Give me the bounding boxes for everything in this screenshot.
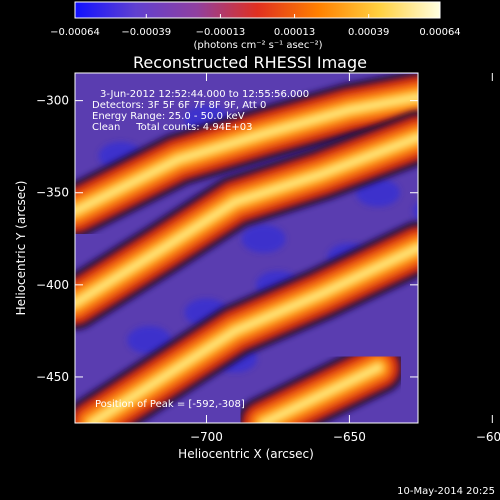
heatmap-low-region <box>241 224 286 253</box>
y-tick-label: −450 <box>36 370 69 384</box>
colorbar-tick-label: 0.00039 <box>348 27 389 38</box>
x-axis-ticks: −700 −650 −600 <box>190 73 500 444</box>
colorbar-tick-label: 0.00013 <box>274 27 315 38</box>
colorbar-unit-label: (photons cm⁻² s⁻¹ asec⁻²) <box>193 40 322 51</box>
heatmap-image <box>75 73 418 423</box>
heatmap-ridge <box>75 92 418 216</box>
colorbar: −0.00064 −0.00039 −0.00013 0.00013 0.00039 0.… <box>50 1 461 51</box>
heatmap-low-region <box>355 178 400 207</box>
colorbar-tick-label: 0.00064 <box>419 27 460 38</box>
x-tick-label: −600 <box>476 430 500 444</box>
colorbar-tick-label: −0.00039 <box>121 27 171 38</box>
colorbar-tick-label: −0.00013 <box>196 27 246 38</box>
y-tick-label: −300 <box>36 94 69 108</box>
annotation-total-counts: Clean Total counts: 4.94E+03 <box>92 122 252 133</box>
annotation-peak-position: Position of Peak = [-592,-308] <box>95 399 245 410</box>
colorbar-ticks: −0.00064 −0.00039 −0.00013 0.00013 0.00039 0.… <box>50 14 461 38</box>
colorbar-tick-label: −0.00064 <box>50 27 100 38</box>
heatmap-ridge <box>75 132 418 308</box>
y-tick-label: −400 <box>36 278 69 292</box>
chart-title: Reconstructed RHESSI Image <box>133 53 367 72</box>
annotations: 3-Jun-2012 12:52:44.000 to 12:55:56.000 … <box>92 89 309 410</box>
annotation-time-range: 3-Jun-2012 12:52:44.000 to 12:55:56.000 <box>100 89 309 100</box>
y-tick-label: −350 <box>36 186 69 200</box>
colorbar-gradient <box>74 1 441 19</box>
x-tick-label: −700 <box>190 430 223 444</box>
y-axis-label: Heliocentric Y (arcsec) <box>14 181 28 316</box>
plot-frame <box>74 72 419 424</box>
x-tick-label: −650 <box>333 430 366 444</box>
heatmap-ridge <box>87 243 418 423</box>
footer-timestamp: 10-May-2014 20:25 <box>397 486 495 497</box>
annotation-energy-range: Energy Range: 25.0 - 50.0 keV <box>92 111 245 122</box>
plot-area: −700 −650 −600 −300 −350 −400 −450 <box>36 72 500 444</box>
x-axis-label: Heliocentric X (arcsec) <box>178 447 314 461</box>
heatmap-low-region <box>413 202 418 220</box>
annotation-detectors: Detectors: 3F 5F 6F 7F 8F 9F, Att 0 <box>92 100 266 111</box>
heatmap-ridge <box>259 363 383 423</box>
y-axis-ticks: −300 −350 −400 −450 <box>36 94 418 384</box>
